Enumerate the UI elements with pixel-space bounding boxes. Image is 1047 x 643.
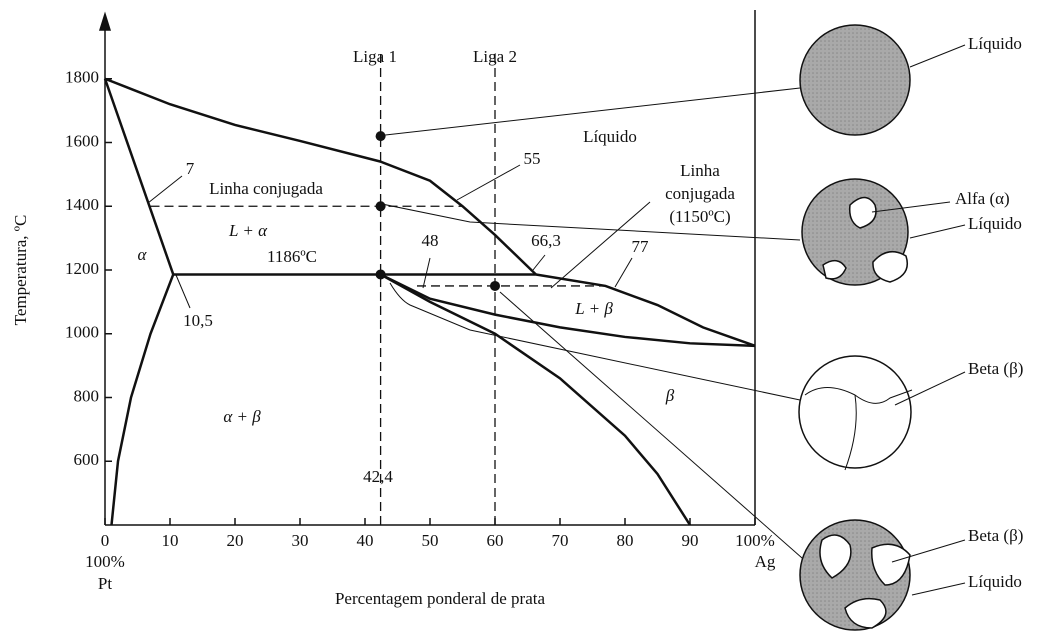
x-tick-label: 0 xyxy=(101,531,110,550)
y-tick-label: 1400 xyxy=(65,195,99,214)
x-tick-label: 70 xyxy=(552,531,569,550)
annotation: 42,4 xyxy=(363,467,393,486)
annotation: Linha conjugada xyxy=(209,179,323,198)
annotation: Linha xyxy=(680,161,720,180)
y-tick-label: 800 xyxy=(74,386,100,405)
annotation: 77 xyxy=(632,237,650,256)
micro-label: Beta (β) xyxy=(968,526,1023,545)
state-point xyxy=(376,201,386,211)
phase-boundary xyxy=(381,274,755,345)
phase-boundary xyxy=(105,79,536,275)
x-tick-label: 60 xyxy=(487,531,504,550)
x-tick-label: 40 xyxy=(357,531,374,550)
y-tick-label: 1800 xyxy=(65,68,99,87)
annotation: Pt xyxy=(98,574,112,593)
annotation: conjugada xyxy=(665,184,735,203)
chart: Temperatura, ºC Percentagem ponderal de … xyxy=(0,0,1047,643)
annotation: (1150ºC) xyxy=(669,207,730,226)
x-tick-label: 30 xyxy=(292,531,309,550)
x-tick-label: 90 xyxy=(682,531,699,550)
annotation: 48 xyxy=(422,231,439,250)
micro-arrows xyxy=(872,45,965,595)
annotation: Ag xyxy=(755,552,776,571)
y-axis-label: Temperatura, ºC xyxy=(11,215,30,326)
y-tick-label: 1200 xyxy=(65,259,99,278)
x-tick-label: 80 xyxy=(617,531,634,550)
x-tick-label: 100% xyxy=(735,531,775,550)
annotation: L + α xyxy=(228,221,268,240)
micro-label: Líquido xyxy=(968,572,1022,591)
micro-label: Líquido xyxy=(968,214,1022,233)
x-tick-label: 10 xyxy=(162,531,179,550)
y-tick-label: 1000 xyxy=(65,323,99,342)
annotation: Liga 1 xyxy=(353,47,397,66)
micro-label: Beta (β) xyxy=(968,359,1023,378)
x-tick-label: 20 xyxy=(227,531,244,550)
annotation: 100% xyxy=(85,552,125,571)
y-tick-label: 1600 xyxy=(65,131,99,150)
annotation: 1186ºC xyxy=(267,247,317,266)
state-point xyxy=(490,281,500,291)
annotation: β xyxy=(665,386,675,405)
x-axis-label: Percentagem ponderal de prata xyxy=(335,589,545,608)
annotation: 7 xyxy=(186,159,195,178)
annotation: 55 xyxy=(524,149,541,168)
annotation: Líquido xyxy=(583,127,637,146)
x-tick-label: 50 xyxy=(422,531,439,550)
phase-boundary xyxy=(536,274,755,345)
state-point xyxy=(376,269,386,279)
annotation: 10,5 xyxy=(183,311,213,330)
annotation: 66,3 xyxy=(531,231,561,250)
annotation: α xyxy=(138,245,148,264)
state-point xyxy=(376,131,386,141)
y-tick-label: 600 xyxy=(74,450,100,469)
annotation: L + β xyxy=(574,299,613,318)
annotation: α + β xyxy=(223,407,261,426)
micro-label: Líquido xyxy=(968,34,1022,53)
micro-label: Alfa (α) xyxy=(955,189,1010,208)
microstructures xyxy=(799,25,912,630)
phase-boundary xyxy=(112,274,174,525)
